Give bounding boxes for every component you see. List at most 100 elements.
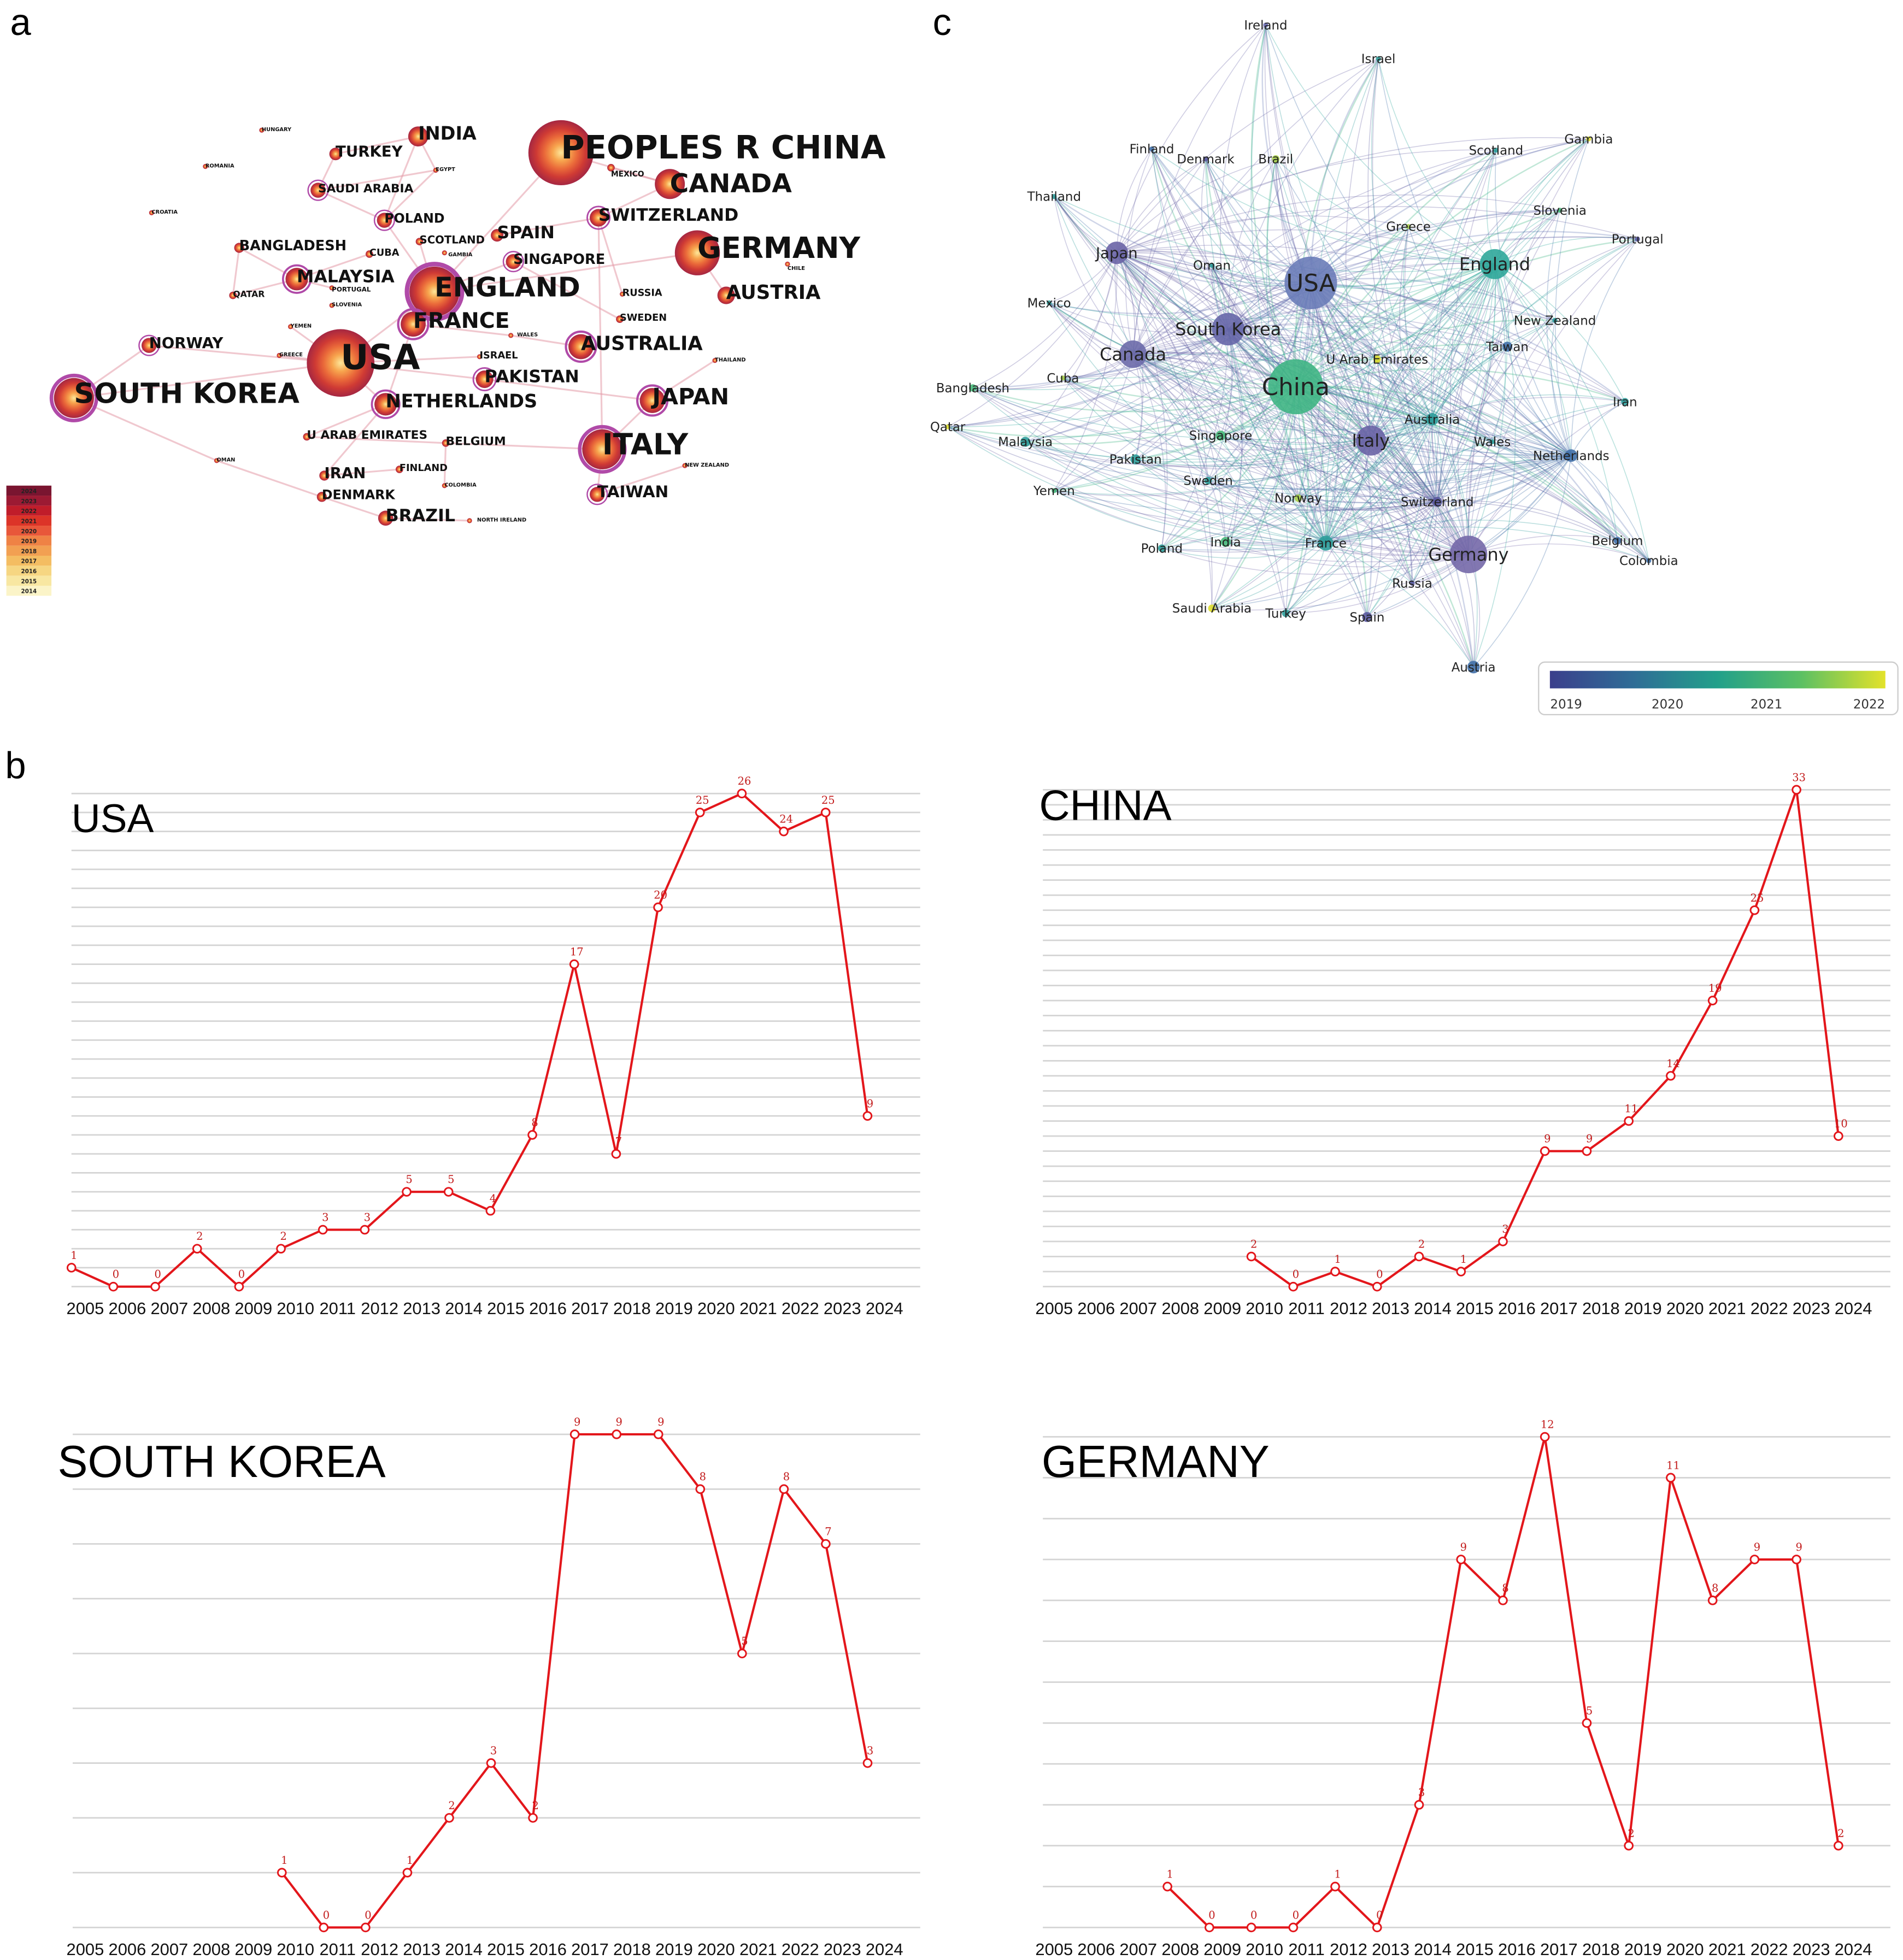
network-edge xyxy=(1228,328,1572,456)
node-label: NETHERLANDS xyxy=(386,391,537,412)
network-edge xyxy=(1367,226,1409,441)
data-point xyxy=(1246,1251,1256,1262)
network-edge xyxy=(1116,25,1266,253)
network-edge xyxy=(1377,358,1571,456)
network-edge xyxy=(1228,328,1649,561)
network-edge xyxy=(1117,252,1433,420)
node-circle xyxy=(1158,544,1166,552)
network-edge xyxy=(1220,435,1326,544)
gridlines xyxy=(71,792,920,1288)
x-tick-label: 2007 xyxy=(1119,1299,1157,1318)
node-circle xyxy=(229,291,237,299)
node-circle xyxy=(682,463,688,468)
data-point xyxy=(1707,1596,1718,1605)
network-edge xyxy=(597,217,603,450)
network-edge xyxy=(1295,263,1495,387)
node-label: England xyxy=(1459,254,1530,275)
network-edge xyxy=(1431,264,1495,420)
network-edge xyxy=(1325,537,1469,555)
network-edge xyxy=(1468,401,1625,555)
node-circle xyxy=(1215,430,1226,441)
network-edge xyxy=(1132,158,1206,355)
node-label: BANGLADESH xyxy=(239,238,346,254)
network-edge xyxy=(1132,138,1589,355)
network-edge xyxy=(1116,158,1276,254)
network-edge xyxy=(1325,526,1649,561)
node-circle xyxy=(319,470,330,481)
network-edge xyxy=(1325,543,1368,617)
data-label: 5 xyxy=(448,1173,454,1186)
node-oman: Oman xyxy=(1193,259,1231,273)
network-edge xyxy=(1295,263,1495,387)
network-edge xyxy=(1227,328,1432,420)
network-edge xyxy=(1220,435,1572,474)
node-usa: USA xyxy=(1284,256,1337,309)
centrality-ring xyxy=(404,262,465,322)
network-edge xyxy=(1264,25,1372,441)
network-edge xyxy=(1227,328,1299,498)
network-edge xyxy=(1132,354,1326,544)
network-edge xyxy=(1432,394,1625,420)
network-edge xyxy=(1325,320,1555,544)
x-tick-label: 2007 xyxy=(1119,1940,1157,1959)
network-edge xyxy=(1208,480,1469,555)
data-point xyxy=(779,1484,789,1494)
network-edge xyxy=(1132,354,1469,555)
network-edge xyxy=(1025,328,1229,443)
network-edge xyxy=(1298,263,1495,499)
data-label: 3 xyxy=(1418,1786,1425,1799)
series-line xyxy=(281,1433,869,1929)
network-edge xyxy=(1432,419,1493,443)
network-edge xyxy=(1220,435,1469,555)
centrality-ring xyxy=(281,264,312,294)
node-belgium: Belgium xyxy=(1592,534,1643,549)
network-edge xyxy=(1371,431,1493,443)
network-edge xyxy=(1116,252,1368,617)
network-edge xyxy=(1325,519,1618,544)
data-point xyxy=(1540,1146,1550,1156)
node-label: USA xyxy=(1286,270,1335,297)
network-edge xyxy=(1325,543,1413,584)
data-point xyxy=(1624,1840,1634,1851)
network-edge xyxy=(1133,352,1572,456)
node-circle xyxy=(1052,488,1057,493)
node-u-arab-emirates: U Arab Emirates xyxy=(1326,352,1428,367)
x-tick-label: 2023 xyxy=(1793,1940,1830,1959)
network-edge xyxy=(1431,150,1497,420)
node-circle xyxy=(329,148,342,161)
network-edge xyxy=(434,252,698,293)
node-label: Spain xyxy=(1349,610,1384,625)
node-australia: Australia xyxy=(1405,413,1460,427)
network-edge xyxy=(1367,58,1438,502)
data-point xyxy=(1456,1267,1466,1276)
network-edge xyxy=(1295,386,1618,541)
network-edge xyxy=(1370,440,1469,555)
data-label: 0 xyxy=(1208,1909,1215,1921)
node-saudi-arabia: SAUDI ARABIA xyxy=(307,179,414,201)
node-russia: RUSSIA xyxy=(620,287,662,298)
node-pakistan: Pakistan xyxy=(1109,453,1162,467)
node-netherlands: NETHERLANDS xyxy=(371,389,537,419)
data-point xyxy=(1582,1718,1592,1728)
data-label: 1 xyxy=(1334,1253,1341,1266)
x-tick-label: 2014 xyxy=(445,1940,483,1959)
data-point xyxy=(737,788,747,799)
centrality-ring xyxy=(397,308,430,340)
network-edge xyxy=(1473,455,1572,668)
network-edge xyxy=(1265,25,1433,420)
network-edge xyxy=(1310,282,1475,668)
data-point xyxy=(1792,785,1801,795)
network-edge xyxy=(972,386,1296,413)
network-edge xyxy=(1285,419,1433,614)
network-edge xyxy=(1228,328,1618,541)
network-edge xyxy=(1116,252,1299,498)
network-edge xyxy=(1494,263,1572,456)
network-edge xyxy=(1049,302,1371,442)
node-label: New Zealand xyxy=(1514,314,1596,328)
node-label: GAMBIA xyxy=(448,252,473,258)
node-circle xyxy=(1552,317,1558,323)
data-point xyxy=(1288,1922,1299,1933)
legend-year: 2023 xyxy=(21,498,37,505)
network-edge xyxy=(383,136,419,221)
data-label: 8 xyxy=(531,1116,538,1129)
